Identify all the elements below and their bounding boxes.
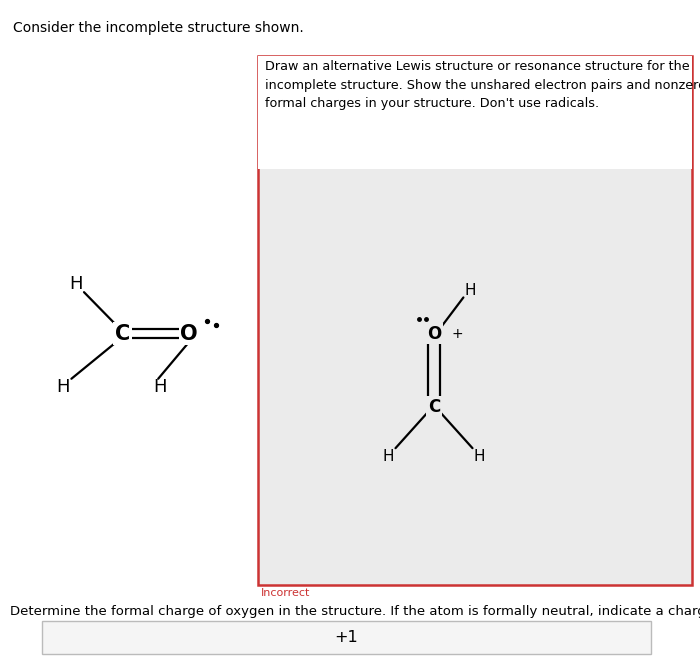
- Text: H: H: [56, 377, 70, 396]
- Text: Draw an alternative Lewis structure or resonance structure for the
incomplete st: Draw an alternative Lewis structure or r…: [265, 60, 700, 110]
- Text: H: H: [383, 449, 394, 463]
- Bar: [258, 56, 692, 585]
- Text: +1: +1: [335, 631, 358, 645]
- Text: H: H: [474, 449, 485, 463]
- Text: O: O: [180, 324, 198, 344]
- Text: Consider the incomplete structure shown.: Consider the incomplete structure shown.: [13, 21, 303, 35]
- Text: O: O: [427, 325, 441, 343]
- Text: +: +: [452, 327, 463, 341]
- Bar: [42, 621, 651, 654]
- Text: H: H: [465, 284, 476, 298]
- Text: Incorrect: Incorrect: [260, 588, 310, 598]
- Text: C: C: [428, 397, 440, 416]
- Bar: [258, 56, 692, 169]
- Text: C: C: [115, 324, 130, 344]
- Text: H: H: [69, 275, 83, 293]
- Text: H: H: [153, 377, 167, 396]
- Text: Determine the formal charge of oxygen in the structure. If the atom is formally : Determine the formal charge of oxygen in…: [10, 605, 700, 618]
